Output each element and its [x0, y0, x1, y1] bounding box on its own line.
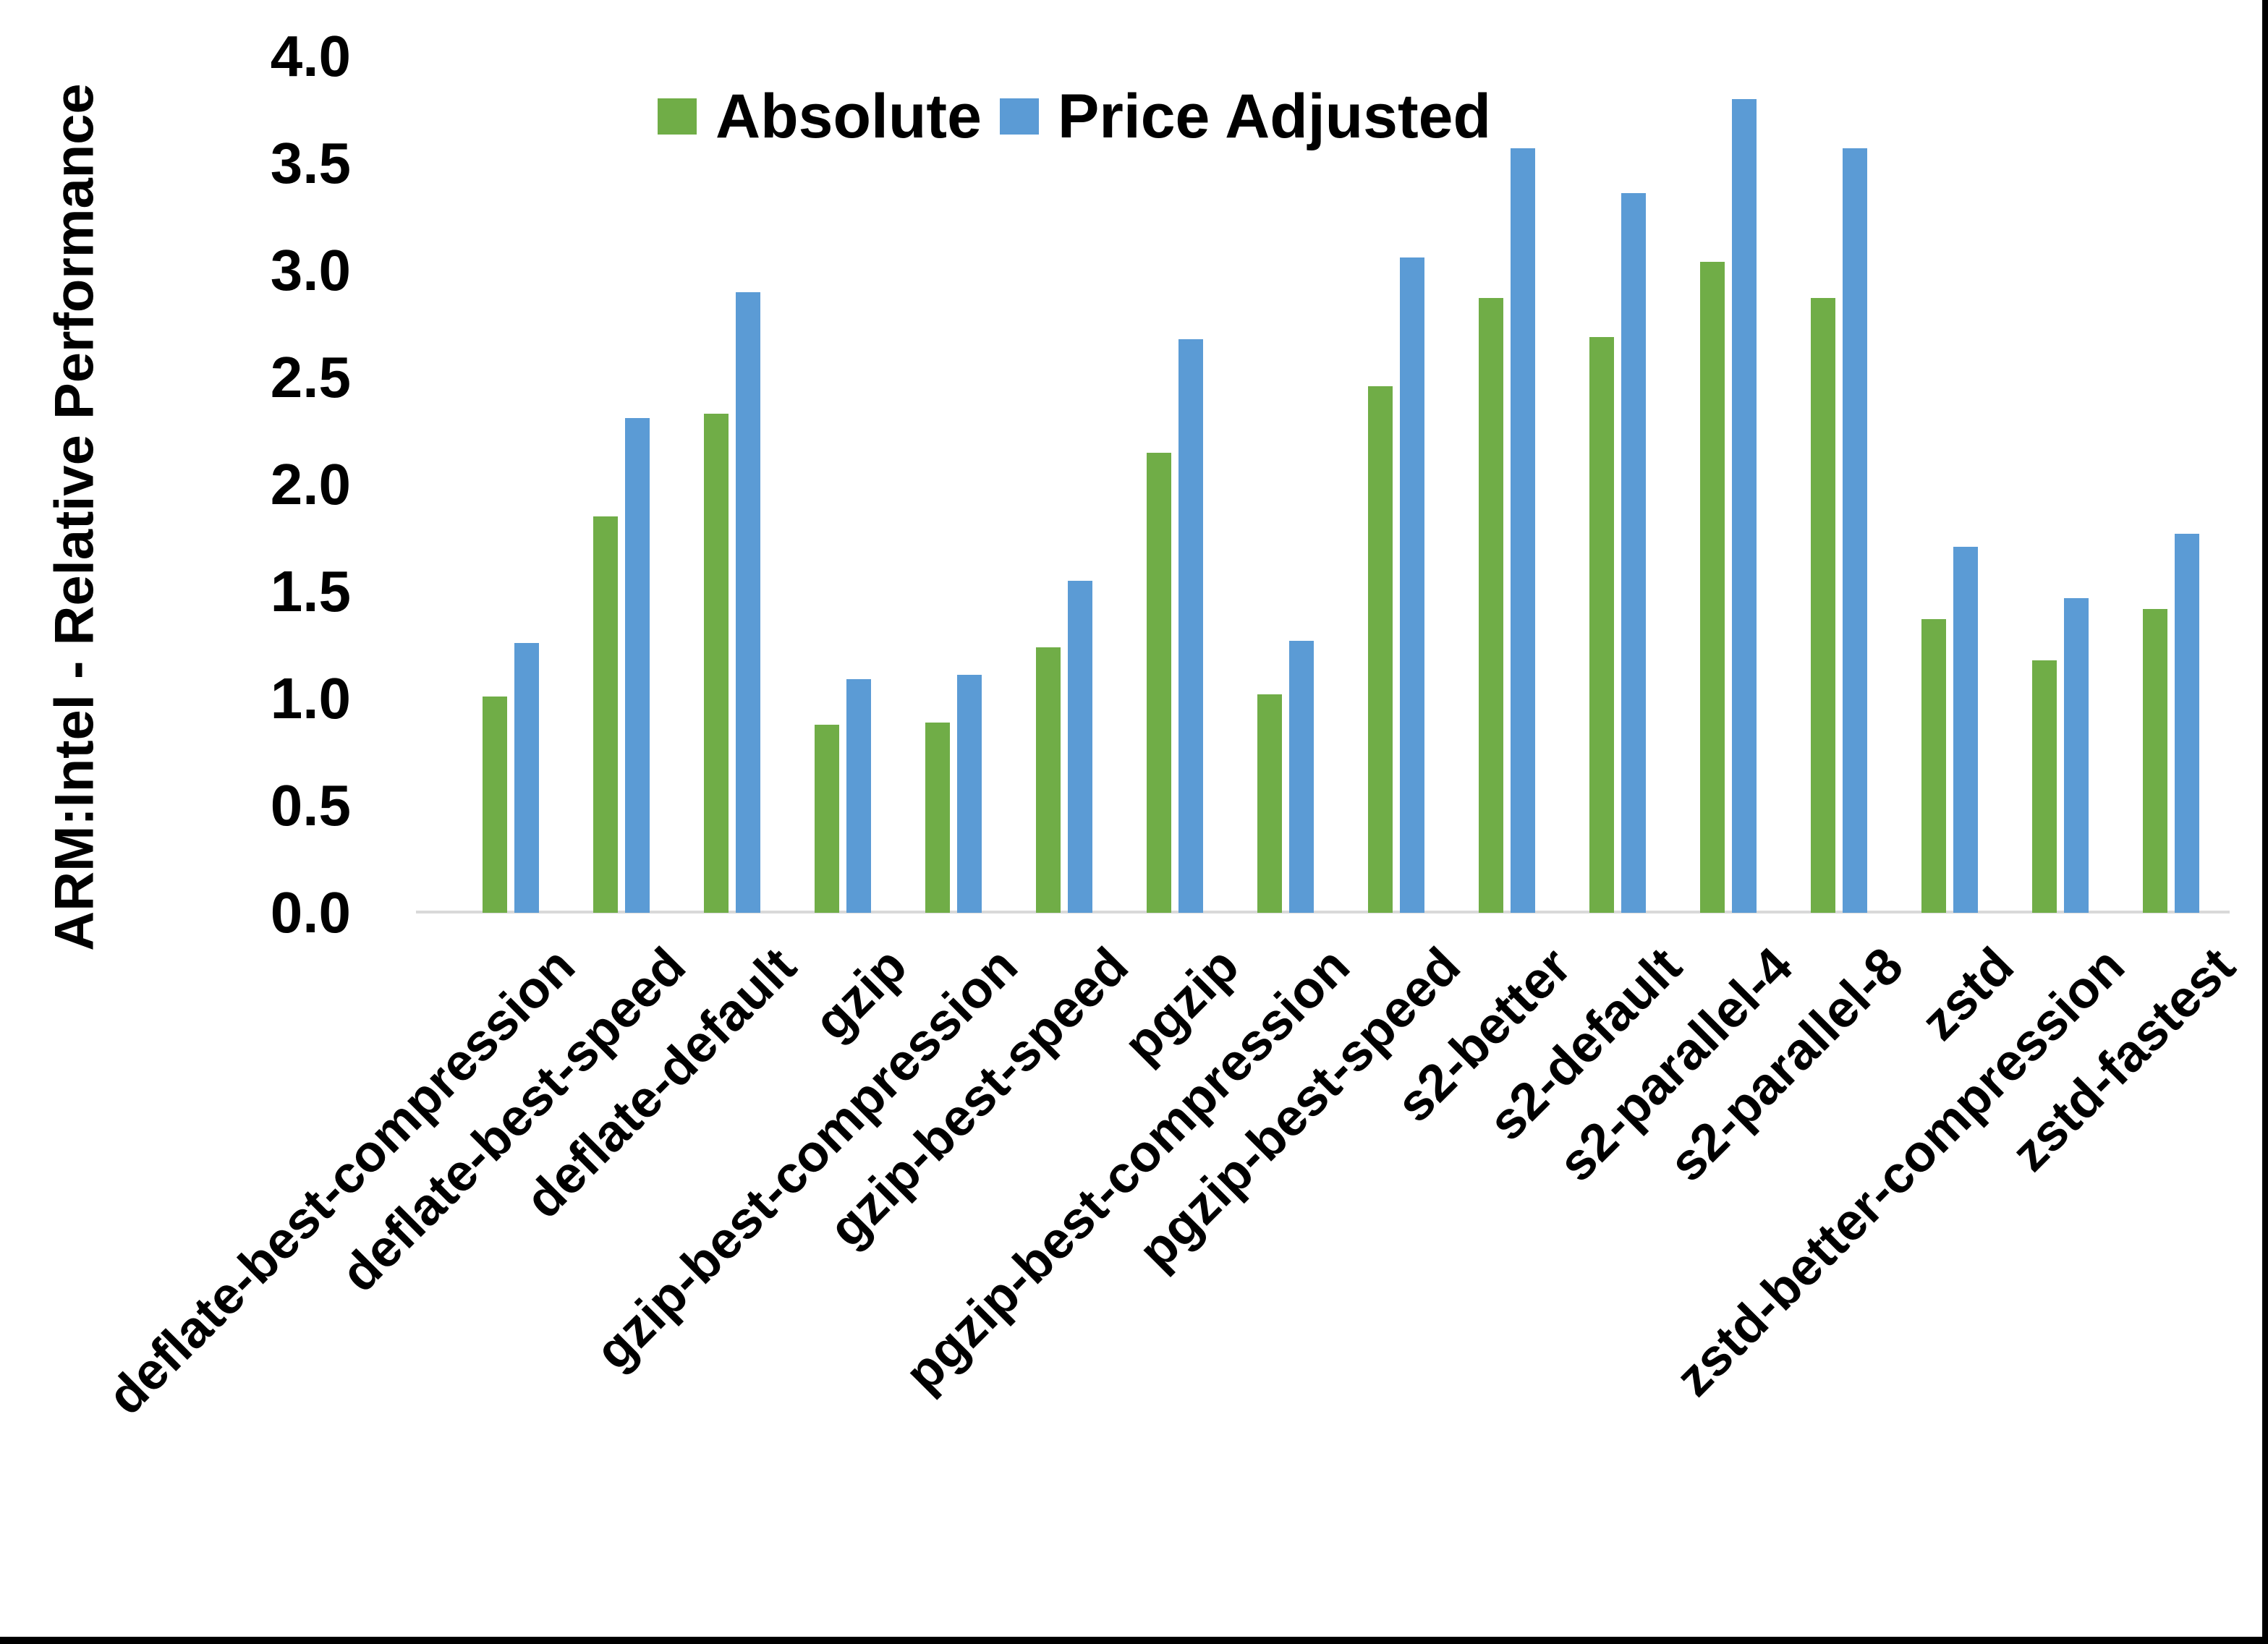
bar-price-adjusted-deflate-best-speed: [625, 418, 650, 913]
x-axis-line: [416, 911, 2230, 913]
bar-price-adjusted-pgzip: [1178, 339, 1203, 913]
y-tick-label: 0.5: [270, 773, 351, 838]
bar-absolute-pgzip: [1147, 453, 1171, 913]
bar-absolute-s2-parallel-8: [1811, 298, 1835, 913]
bar-price-adjusted-gzip-best-speed: [1068, 581, 1092, 913]
bar-absolute-s2-parallel-4: [1700, 262, 1725, 913]
y-tick-label: 0.0: [270, 880, 351, 945]
frame-bottom-border: [0, 1637, 2268, 1644]
legend-item-absolute: Absolute: [658, 85, 982, 148]
bar-price-adjusted-s2-better: [1511, 148, 1535, 913]
legend-label-price-adjusted: Price Adjusted: [1058, 82, 1491, 151]
legend-swatch-absolute-icon: [658, 98, 697, 135]
bar-absolute-deflate-default: [704, 414, 729, 913]
frame-right-border: [2262, 0, 2268, 1644]
bar-absolute-zstd-better-compression: [2032, 660, 2057, 913]
bar-absolute-pgzip-best-speed: [1368, 386, 1393, 913]
bar-price-adjusted-zstd-fastest: [2175, 534, 2199, 913]
category-label: deflate-best-compression: [96, 937, 586, 1426]
bar-absolute-zstd: [1921, 619, 1946, 913]
bar-price-adjusted-s2-parallel-4: [1732, 99, 1757, 913]
bar-price-adjusted-deflate-default: [736, 292, 760, 913]
bar-absolute-s2-better: [1479, 298, 1503, 913]
bar-absolute-deflate-best-speed: [593, 516, 618, 913]
bar-absolute-s2-default: [1589, 337, 1614, 913]
bar-price-adjusted-pgzip-best-compression: [1289, 641, 1314, 913]
bar-absolute-gzip-best-compression: [925, 723, 950, 913]
y-tick-label: 4.0: [270, 24, 351, 88]
bar-price-adjusted-gzip: [846, 679, 871, 913]
y-tick-label: 3.0: [270, 238, 351, 302]
bar-absolute-gzip-best-speed: [1036, 647, 1061, 913]
bar-absolute-pgzip-best-compression: [1257, 694, 1282, 913]
bar-price-adjusted-deflate-best-compression: [514, 643, 539, 913]
bar-price-adjusted-s2-default: [1621, 193, 1646, 913]
bar-price-adjusted-gzip-best-compression: [957, 675, 982, 913]
bar-price-adjusted-s2-parallel-8: [1843, 148, 1867, 913]
y-tick-label: 3.5: [270, 131, 351, 195]
y-tick-label: 2.0: [270, 452, 351, 516]
bar-price-adjusted-pgzip-best-speed: [1400, 257, 1424, 913]
bar-absolute-deflate-best-compression: [483, 697, 507, 913]
y-tick-label: 1.0: [270, 666, 351, 731]
bar-price-adjusted-zstd: [1953, 547, 1978, 913]
legend-item-price-adjusted: Price Adjusted: [1000, 85, 1491, 148]
bar-absolute-gzip: [815, 725, 839, 913]
bar-absolute-zstd-fastest: [2143, 609, 2167, 913]
legend-label-absolute: Absolute: [715, 82, 982, 151]
y-tick-label: 2.5: [270, 345, 351, 409]
bar-price-adjusted-zstd-better-compression: [2064, 598, 2089, 913]
legend-swatch-price-adjusted-icon: [1000, 98, 1039, 135]
y-tick-label: 1.5: [270, 559, 351, 623]
